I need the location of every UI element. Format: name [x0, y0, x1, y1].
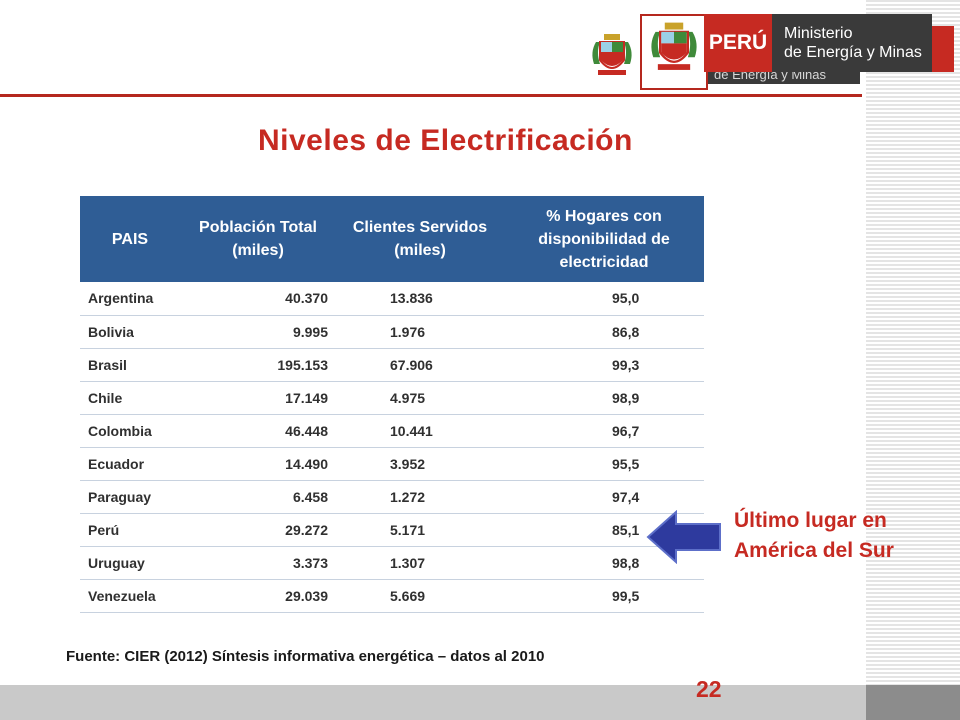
header-pais: PAIS [80, 196, 180, 282]
cell-households: 97,4 [504, 480, 704, 514]
annotation-line1: Último lugar en [734, 509, 887, 532]
cell-population: 40.370 [180, 282, 336, 316]
left-arrow-icon [646, 510, 721, 564]
footer-bar [0, 685, 960, 720]
coat-of-arms-icon [651, 22, 697, 70]
table-row: Perú 29.272 5.171 85,1 [80, 513, 704, 547]
logo-peru: PERÚ [704, 14, 772, 72]
cell-clients: 3.952 [336, 447, 504, 481]
cell-population: 195.153 [180, 348, 336, 382]
cell-households: 99,5 [504, 579, 704, 613]
header-clientes: Clientes Servidos (miles) [336, 196, 504, 282]
table-row: Chile 17.149 4.975 98,9 [80, 381, 704, 415]
header-hogares: % Hogares con disponibilidad de electric… [504, 196, 704, 282]
coat-of-arms-icon [592, 34, 632, 75]
table-row: Colombia 46.448 10.441 96,7 [80, 414, 704, 448]
table-row: Brasil 195.153 67.906 99,3 [80, 348, 704, 382]
cell-population: 14.490 [180, 447, 336, 481]
cell-country: Colombia [80, 414, 180, 448]
page-title: Niveles de Electrificación [258, 124, 633, 157]
logo-ministry: Ministerio de Energía y Minas [772, 14, 932, 72]
header-poblacion: Población Total (miles) [180, 196, 336, 282]
table-row: Bolivia 9.995 1.976 86,8 [80, 315, 704, 349]
logo-ministry-line1: Ministerio [784, 25, 853, 42]
cell-clients: 1.272 [336, 480, 504, 514]
logo-emblem-frame [640, 14, 708, 90]
electrification-table: PAIS Población Total (miles) Clientes Se… [80, 196, 704, 613]
cell-households: 99,3 [504, 348, 704, 382]
cell-population: 29.039 [180, 579, 336, 613]
page-number: 22 [696, 676, 722, 702]
table-row: Venezuela 29.039 5.669 99,5 [80, 579, 704, 613]
table-header-row: PAIS Población Total (miles) Clientes Se… [80, 196, 704, 282]
footer-dark-block [866, 685, 960, 720]
cell-households: 95,5 [504, 447, 704, 481]
logo-ministry-line2: de Energía y Minas [784, 44, 922, 61]
cell-clients: 10.441 [336, 414, 504, 448]
cell-population: 3.373 [180, 546, 336, 580]
cell-population: 29.272 [180, 513, 336, 547]
cell-country: Brasil [80, 348, 180, 382]
cell-population: 9.995 [180, 315, 336, 349]
table-row: Paraguay 6.458 1.272 97,4 [80, 480, 704, 514]
cell-population: 17.149 [180, 381, 336, 415]
cell-clients: 67.906 [336, 348, 504, 382]
table-row: Uruguay 3.373 1.307 98,8 [80, 546, 704, 580]
side-stripes-decoration [866, 0, 960, 720]
cell-households: 95,0 [504, 282, 704, 316]
cell-country: Venezuela [80, 579, 180, 613]
cell-country: Ecuador [80, 447, 180, 481]
cell-population: 6.458 [180, 480, 336, 514]
cell-population: 46.448 [180, 414, 336, 448]
cell-clients: 1.307 [336, 546, 504, 580]
annotation-note: Último lugar en América del Sur [734, 506, 894, 566]
cell-country: Bolivia [80, 315, 180, 349]
cell-country: Uruguay [80, 546, 180, 580]
cell-clients: 5.669 [336, 579, 504, 613]
cell-households: 98,9 [504, 381, 704, 415]
source-citation: Fuente: CIER (2012) Síntesis informativa… [66, 648, 545, 665]
annotation-line2: América del Sur [734, 539, 894, 562]
cell-households: 96,7 [504, 414, 704, 448]
cell-clients: 4.975 [336, 381, 504, 415]
cell-clients: 5.171 [336, 513, 504, 547]
cell-country: Paraguay [80, 480, 180, 514]
cell-clients: 13.836 [336, 282, 504, 316]
cell-country: Argentina [80, 282, 180, 316]
cell-country: Chile [80, 381, 180, 415]
cell-country: Perú [80, 513, 180, 547]
cell-households: 86,8 [504, 315, 704, 349]
cell-clients: 1.976 [336, 315, 504, 349]
table-row: Ecuador 14.490 3.952 95,5 [80, 447, 704, 481]
table-row: Argentina 40.370 13.836 95,0 [80, 282, 704, 316]
header-rule [0, 94, 862, 97]
